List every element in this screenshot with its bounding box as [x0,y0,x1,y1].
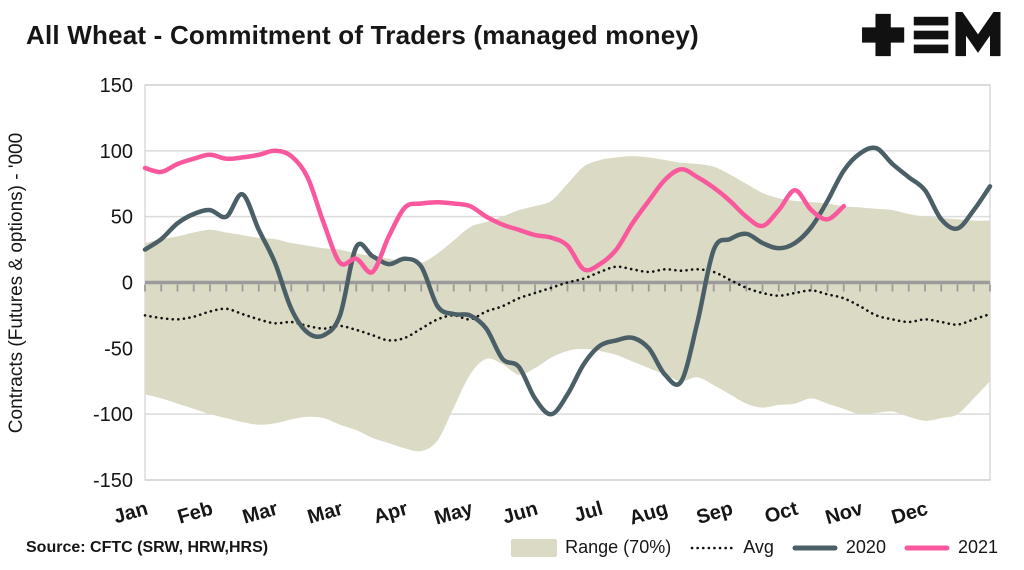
svg-text:-150: -150 [93,470,133,492]
line-2020 [142,145,993,417]
svg-text:Sep: Sep [694,498,735,525]
svg-text:0: 0 [122,273,133,295]
svg-text:Mar: Mar [305,498,345,525]
x-axis-month-labels: Jan Feb Mar Mar Apr May Jun Jul Aug Sep Oct Nov Dec [111,497,930,525]
legend-label-2020: 2020 [845,537,886,557]
legend-swatch-0 [511,538,558,558]
header: All Wheat - Commitment of Traders (manag… [0,0,1024,70]
legend-item-range: Range (70%) [511,537,671,558]
svg-text:Apr: Apr [371,498,410,525]
legend-swatch-3 [904,538,950,558]
svg-text:Dec: Dec [889,498,930,525]
y-axis-tick-labels: 150 100 50 0 -50 -100 -150 [93,75,133,492]
plus-icon [862,13,905,57]
y-axis-title: Contracts (Futures & options) - '000 [6,133,27,433]
legend-swatch-2 [792,538,838,558]
range-band [145,156,990,452]
line-2021 [142,148,847,275]
legend: Range (70%) Avg 2020 2021 [511,537,998,558]
source-note: Source: CFTC (SRW, HRW,HRS) [26,538,269,556]
legend-swatch-1 [689,538,735,558]
svg-text:Oct: Oct [762,498,800,525]
svg-text:-50: -50 [104,338,133,360]
legend-label-avg: Avg [743,537,774,557]
svg-text:Jun: Jun [500,498,540,525]
svg-text:Aug: Aug [627,498,670,525]
legend-label-range: Range (70%) [565,537,672,557]
svg-text:Jul: Jul [572,498,606,525]
legend-item-2020: 2020 [792,537,886,558]
svg-text:May: May [432,497,476,525]
svg-text:Mar: Mar [240,498,280,525]
line-avg [143,265,992,342]
chart-title: All Wheat - Commitment of Traders (manag… [26,20,699,50]
footer: Source: CFTC (SRW, HRW,HRS) Range (70%) … [0,525,1024,570]
svg-text:Nov: Nov [823,497,866,525]
svg-text:100: 100 [100,141,133,163]
triple-bar-icon [913,16,949,54]
svg-text:Feb: Feb [175,498,215,525]
letter-m-icon [955,12,1001,57]
legend-label-2021: 2021 [957,537,998,557]
legend-item-2021: 2021 [904,537,998,558]
svg-text:-100: -100 [93,404,133,426]
legend-item-avg: Avg [689,537,774,558]
tem-logo [862,12,1001,57]
svg-text:50: 50 [111,207,133,229]
svg-text:Jan: Jan [111,498,150,525]
svg-text:150: 150 [100,75,133,97]
